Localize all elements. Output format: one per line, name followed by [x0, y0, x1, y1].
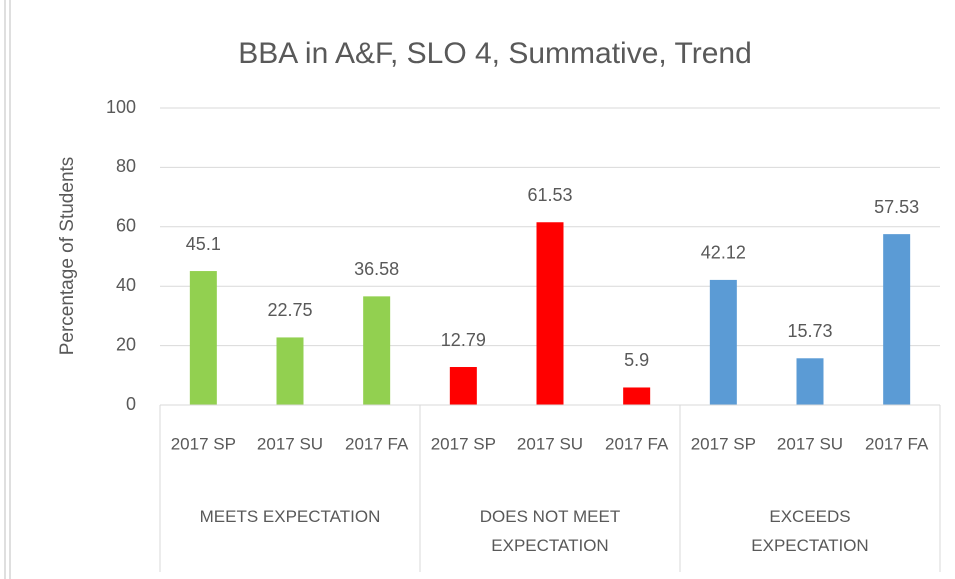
x-tick-label: 2017 FA	[345, 434, 409, 453]
value-label: 5.9	[624, 350, 649, 370]
y-tick-label: 40	[116, 275, 136, 295]
y-axis-label: Percentage of Students	[57, 157, 78, 356]
x-tick-label: 2017 SP	[691, 434, 756, 453]
group-label: EXCEEDS EXPECTATION	[751, 507, 869, 555]
bar	[276, 337, 304, 405]
x-tick-label: 2017 SU	[257, 434, 323, 453]
group-label: MEETS EXPECTATION	[199, 507, 381, 526]
y-tick-label: 60	[116, 216, 136, 236]
bar	[796, 358, 824, 405]
value-label: 36.58	[354, 259, 399, 279]
value-label: 45.1	[186, 234, 221, 254]
bar	[363, 296, 391, 405]
y-tick-label: 100	[106, 97, 136, 117]
bar	[883, 234, 911, 405]
y-tick-label: 20	[116, 334, 136, 354]
x-tick-label: 2017 FA	[865, 434, 929, 453]
x-tick-label: 2017 SU	[777, 434, 843, 453]
y-tick-label: 0	[126, 394, 136, 414]
bar	[623, 387, 651, 405]
x-tick-label: 2017 SU	[517, 434, 583, 453]
bar	[189, 271, 217, 405]
bar	[536, 222, 564, 405]
bar	[709, 279, 737, 405]
group-label: DOES NOT MEET EXPECTATION	[479, 507, 621, 555]
bar	[449, 367, 477, 405]
value-label: 15.73	[787, 321, 832, 341]
value-label: 61.53	[527, 185, 572, 205]
x-tick-label: 2017 SP	[431, 434, 496, 453]
y-tick-label: 80	[116, 156, 136, 176]
value-label: 12.79	[441, 330, 486, 350]
x-tick-label: 2017 FA	[605, 434, 669, 453]
value-label: 57.53	[874, 197, 919, 217]
value-label: 22.75	[267, 300, 312, 320]
x-tick-label: 2017 SP	[171, 434, 236, 453]
chart-title: BBA in A&F, SLO 4, Summative, Trend	[238, 37, 752, 70]
value-label: 42.12	[701, 243, 746, 263]
